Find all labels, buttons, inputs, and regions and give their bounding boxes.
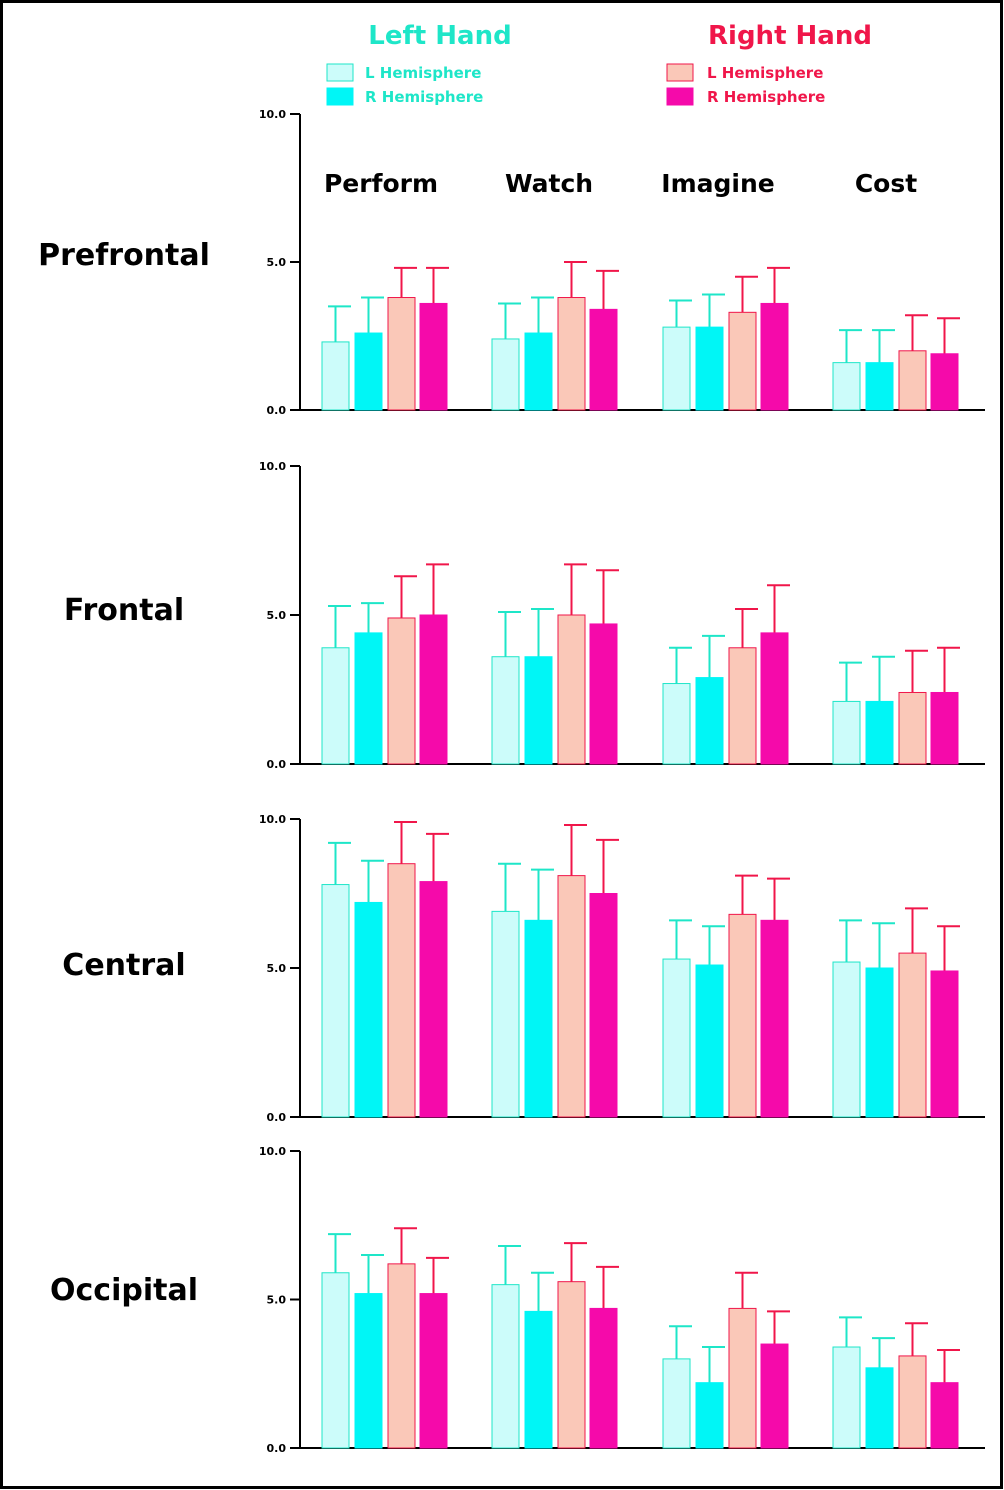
bar-central-cost-right_hand_r_hemisphere	[930, 970, 959, 1118]
bar-frontal-perform-left_hand_l_hemisphere	[321, 647, 350, 765]
bar-occipital-imagine-left_hand_l_hemisphere	[662, 1358, 691, 1449]
bar-prefrontal-watch-left_hand_r_hemisphere	[524, 332, 553, 411]
bar-central-watch-left_hand_r_hemisphere	[524, 919, 553, 1118]
bar-frontal-perform-left_hand_r_hemisphere	[354, 632, 383, 765]
legend-label-right-hand-r-hemisphere: R Hemisphere	[707, 88, 825, 106]
bar-prefrontal-perform-left_hand_l_hemisphere	[321, 341, 350, 411]
legend-swatch-right-hand-l-hemisphere	[666, 63, 694, 82]
category-label-imagine: Imagine	[661, 169, 774, 198]
legend-swatch-left-hand-l-hemisphere	[326, 63, 354, 82]
legend-swatch-right-hand-r-hemisphere	[666, 87, 694, 106]
bar-frontal-perform-right_hand_l_hemisphere	[387, 617, 416, 765]
y-tick-label-frontal-5-0: 5.0	[267, 609, 287, 622]
bar-central-imagine-right_hand_l_hemisphere	[728, 913, 757, 1118]
panel-label-occipital: Occipital	[50, 1273, 198, 1308]
bar-frontal-cost-right_hand_l_hemisphere	[898, 691, 927, 765]
bar-occipital-imagine-right_hand_r_hemisphere	[760, 1343, 789, 1449]
bar-central-imagine-right_hand_r_hemisphere	[760, 919, 789, 1118]
bar-central-imagine-left_hand_l_hemisphere	[662, 958, 691, 1118]
bar-frontal-imagine-right_hand_l_hemisphere	[728, 647, 757, 765]
bar-frontal-cost-left_hand_l_hemisphere	[832, 700, 861, 765]
bar-occipital-cost-left_hand_l_hemisphere	[832, 1346, 861, 1449]
y-tick-label-frontal-0-0: 0.0	[267, 758, 287, 771]
bar-occipital-imagine-left_hand_r_hemisphere	[695, 1382, 724, 1449]
bar-central-imagine-left_hand_r_hemisphere	[695, 964, 724, 1118]
bar-frontal-imagine-right_hand_r_hemisphere	[760, 632, 789, 765]
legend-label-left-hand-l-hemisphere: L Hemisphere	[365, 64, 481, 82]
y-tick-label-prefrontal-10-0: 10.0	[259, 108, 286, 121]
y-tick-label-central-10-0: 10.0	[259, 813, 286, 826]
bar-central-perform-left_hand_r_hemisphere	[354, 901, 383, 1118]
y-tick-label-prefrontal-5-0: 5.0	[267, 256, 287, 269]
bar-frontal-imagine-left_hand_l_hemisphere	[662, 683, 691, 765]
y-tick-label-prefrontal-0-0: 0.0	[267, 404, 287, 417]
bar-frontal-perform-right_hand_r_hemisphere	[419, 614, 448, 765]
bar-prefrontal-imagine-right_hand_r_hemisphere	[760, 302, 789, 411]
category-label-perform: Perform	[324, 169, 438, 198]
panel-label-prefrontal: Prefrontal	[38, 238, 210, 273]
bar-central-cost-left_hand_r_hemisphere	[865, 967, 894, 1118]
bar-occipital-cost-left_hand_r_hemisphere	[865, 1367, 894, 1449]
legend-title-right-hand: Right Hand	[708, 21, 872, 51]
legend-label-right-hand-l-hemisphere: L Hemisphere	[707, 64, 823, 82]
y-tick-label-occipital-0-0: 0.0	[267, 1442, 287, 1455]
bar-occipital-watch-right_hand_r_hemisphere	[589, 1307, 618, 1449]
bar-occipital-perform-right_hand_r_hemisphere	[419, 1293, 448, 1449]
bar-frontal-watch-right_hand_l_hemisphere	[557, 614, 586, 765]
panel-label-frontal: Frontal	[64, 593, 184, 628]
bar-occipital-cost-right_hand_r_hemisphere	[930, 1382, 959, 1449]
bar-central-watch-right_hand_r_hemisphere	[589, 893, 618, 1118]
legend-swatch-left-hand-r-hemisphere	[326, 87, 354, 106]
bar-prefrontal-cost-right_hand_l_hemisphere	[898, 350, 927, 411]
bar-frontal-watch-left_hand_l_hemisphere	[491, 656, 520, 765]
y-tick-label-frontal-10-0: 10.0	[259, 460, 286, 473]
bar-prefrontal-watch-right_hand_l_hemisphere	[557, 297, 586, 411]
bar-prefrontal-imagine-right_hand_l_hemisphere	[728, 311, 757, 411]
bar-frontal-imagine-left_hand_r_hemisphere	[695, 677, 724, 765]
y-tick-label-occipital-5-0: 5.0	[267, 1294, 287, 1307]
bar-occipital-watch-left_hand_r_hemisphere	[524, 1310, 553, 1449]
bar-prefrontal-imagine-left_hand_r_hemisphere	[695, 326, 724, 411]
category-label-watch: Watch	[505, 169, 593, 198]
bar-central-cost-left_hand_l_hemisphere	[832, 961, 861, 1118]
bar-prefrontal-watch-left_hand_l_hemisphere	[491, 338, 520, 411]
category-label-cost: Cost	[855, 169, 917, 198]
bar-occipital-watch-left_hand_l_hemisphere	[491, 1284, 520, 1449]
bar-prefrontal-imagine-left_hand_l_hemisphere	[662, 326, 691, 411]
bar-prefrontal-cost-right_hand_r_hemisphere	[930, 353, 959, 411]
bar-occipital-perform-left_hand_l_hemisphere	[321, 1272, 350, 1449]
bar-frontal-watch-right_hand_r_hemisphere	[589, 623, 618, 765]
bar-prefrontal-perform-right_hand_r_hemisphere	[419, 302, 448, 411]
y-tick-label-occipital-10-0: 10.0	[259, 1145, 286, 1158]
bar-prefrontal-perform-right_hand_l_hemisphere	[387, 297, 416, 411]
bar-prefrontal-cost-left_hand_l_hemisphere	[832, 362, 861, 411]
bar-central-perform-left_hand_l_hemisphere	[321, 884, 350, 1118]
bar-occipital-cost-right_hand_l_hemisphere	[898, 1355, 927, 1449]
bar-central-cost-right_hand_l_hemisphere	[898, 952, 927, 1118]
bar-occipital-perform-right_hand_l_hemisphere	[387, 1263, 416, 1449]
bar-occipital-imagine-right_hand_l_hemisphere	[728, 1307, 757, 1449]
legend-title-left-hand: Left Hand	[368, 21, 511, 51]
bar-central-watch-left_hand_l_hemisphere	[491, 910, 520, 1118]
bar-occipital-perform-left_hand_r_hemisphere	[354, 1293, 383, 1449]
panel-label-central: Central	[62, 948, 185, 983]
bar-frontal-cost-right_hand_r_hemisphere	[930, 691, 959, 765]
legend-label-left-hand-r-hemisphere: R Hemisphere	[365, 88, 483, 106]
bar-frontal-cost-left_hand_r_hemisphere	[865, 700, 894, 765]
bar-occipital-watch-right_hand_l_hemisphere	[557, 1281, 586, 1449]
bar-frontal-watch-left_hand_r_hemisphere	[524, 656, 553, 765]
y-tick-label-central-0-0: 0.0	[267, 1111, 287, 1124]
bar-central-perform-right_hand_r_hemisphere	[419, 881, 448, 1118]
bar-central-perform-right_hand_l_hemisphere	[387, 863, 416, 1118]
y-tick-label-central-5-0: 5.0	[267, 962, 287, 975]
bar-prefrontal-cost-left_hand_r_hemisphere	[865, 362, 894, 411]
bar-central-watch-right_hand_l_hemisphere	[557, 875, 586, 1118]
bar-prefrontal-watch-right_hand_r_hemisphere	[589, 308, 618, 411]
bar-prefrontal-perform-left_hand_r_hemisphere	[354, 332, 383, 411]
